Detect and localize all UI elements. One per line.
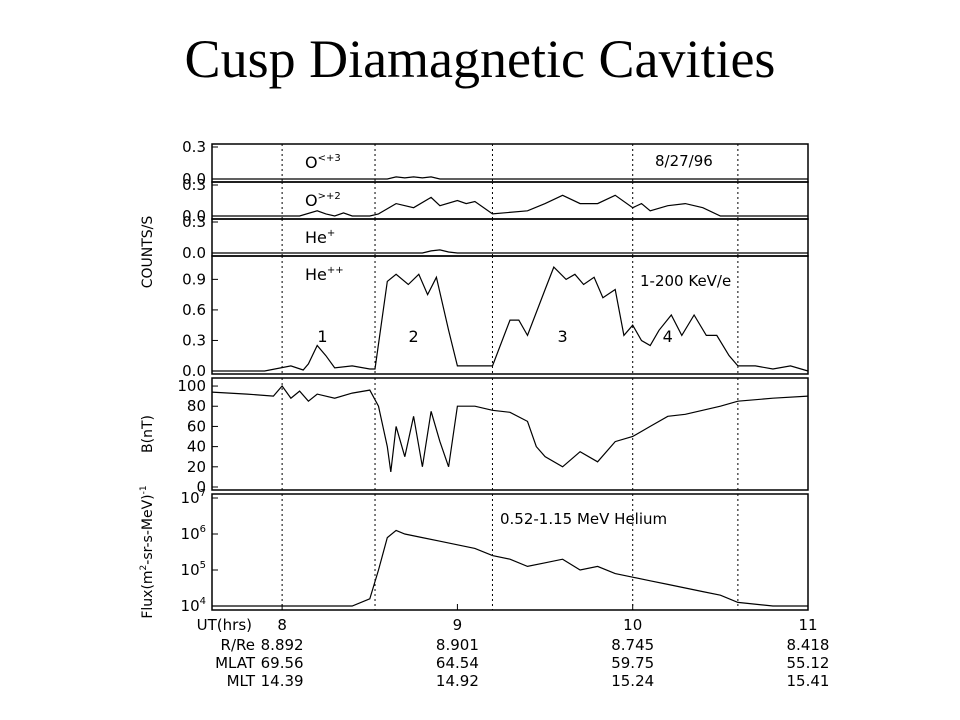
ytick-label: 0.6 bbox=[182, 301, 206, 319]
ytick-label: 20 bbox=[187, 458, 206, 476]
ephemeris-value: 8.892 bbox=[261, 636, 304, 654]
ytick-label: 0.3 bbox=[182, 213, 206, 231]
series-line-he_plus bbox=[212, 249, 808, 254]
series-label-he_plus: He+ bbox=[305, 228, 335, 247]
ytick-label: 0.0 bbox=[182, 244, 206, 262]
ytick-label: 0.3 bbox=[182, 331, 206, 349]
xtick-label: 10 bbox=[623, 616, 642, 634]
ephemeris-value: 8.745 bbox=[611, 636, 654, 654]
ytick-label: 0.0 bbox=[182, 362, 206, 380]
ytick-label: 80 bbox=[187, 397, 206, 415]
date-label: 8/27/96 bbox=[655, 152, 713, 170]
ephemeris-row-label: MLAT bbox=[215, 654, 256, 672]
ephemeris-value: 64.54 bbox=[436, 654, 479, 672]
panel-frame-bfield bbox=[211, 377, 809, 491]
panel-frame-flux bbox=[211, 493, 809, 611]
series-line-o_high bbox=[212, 176, 808, 180]
series-line-o_low bbox=[212, 194, 808, 217]
ephemeris-value: 14.39 bbox=[261, 672, 304, 690]
panel-frame-o_high bbox=[211, 143, 809, 183]
ytick-label: 107 bbox=[181, 488, 206, 507]
xtick-label: 8 bbox=[277, 616, 287, 634]
ytick-label: 0.3 bbox=[182, 138, 206, 156]
ytick-label: 0.0 bbox=[182, 170, 206, 188]
ytick-label: 0.9 bbox=[182, 270, 206, 288]
region-label: 4 bbox=[663, 327, 673, 346]
xtick-label: 9 bbox=[453, 616, 463, 634]
xtick-label: 11 bbox=[798, 616, 817, 634]
ytick-label: 0.3 bbox=[182, 176, 206, 194]
ytick-label: 104 bbox=[181, 596, 206, 615]
panel-frame-o_low bbox=[211, 181, 809, 220]
page-title: Cusp Diamagnetic Cavities bbox=[184, 29, 776, 89]
ytick-label: 0.0 bbox=[182, 207, 206, 225]
region-label: 3 bbox=[557, 327, 567, 346]
series-line-he_plusplus bbox=[212, 266, 809, 372]
ytick-label: 60 bbox=[187, 417, 206, 435]
panel-annotation-he_plusplus: 1-200 KeV/e bbox=[640, 272, 731, 290]
ephemeris-value: 8.901 bbox=[436, 636, 479, 654]
ephemeris-value: 59.75 bbox=[611, 654, 654, 672]
ytick-label: 105 bbox=[181, 560, 206, 579]
flux-axis-label: Flux(m2-sr-s-MeV)-1 bbox=[139, 485, 156, 618]
ytick-label: 0 bbox=[196, 478, 206, 496]
series-label-o_low: O>+2 bbox=[305, 191, 341, 210]
ephemeris-value: 15.24 bbox=[611, 672, 654, 690]
series-label-o_high: O<+3 bbox=[305, 153, 341, 172]
panel-frame-he_plusplus bbox=[211, 255, 809, 375]
series-label-he_plusplus: He++ bbox=[305, 265, 344, 284]
ephemeris-row-label: MLT bbox=[227, 672, 256, 690]
region-label: 1 bbox=[317, 327, 327, 346]
ytick-label: 106 bbox=[181, 524, 206, 543]
counts-axis-label: COUNTS/S bbox=[140, 216, 156, 289]
ephemeris-value: 15.41 bbox=[787, 672, 830, 690]
ephemeris-value: 8.418 bbox=[787, 636, 830, 654]
region-label: 2 bbox=[408, 327, 418, 346]
series-line-bfield bbox=[211, 385, 809, 472]
ephemeris-value: 55.12 bbox=[787, 654, 830, 672]
panel-annotation-flux: 0.52-1.15 MeV Helium bbox=[500, 510, 667, 528]
ytick-label: 100 bbox=[177, 377, 206, 395]
ytick-label: 40 bbox=[187, 438, 206, 456]
series-line-flux bbox=[212, 529, 808, 607]
panel-frame-he_plus bbox=[211, 218, 809, 257]
x-axis-label: UT(hrs) bbox=[197, 616, 252, 634]
ephemeris-value: 14.92 bbox=[436, 672, 479, 690]
ephemeris-row-label: R/Re bbox=[221, 636, 255, 654]
ephemeris-value: 69.56 bbox=[261, 654, 304, 672]
bfield-axis-label: B(nT) bbox=[140, 415, 156, 453]
